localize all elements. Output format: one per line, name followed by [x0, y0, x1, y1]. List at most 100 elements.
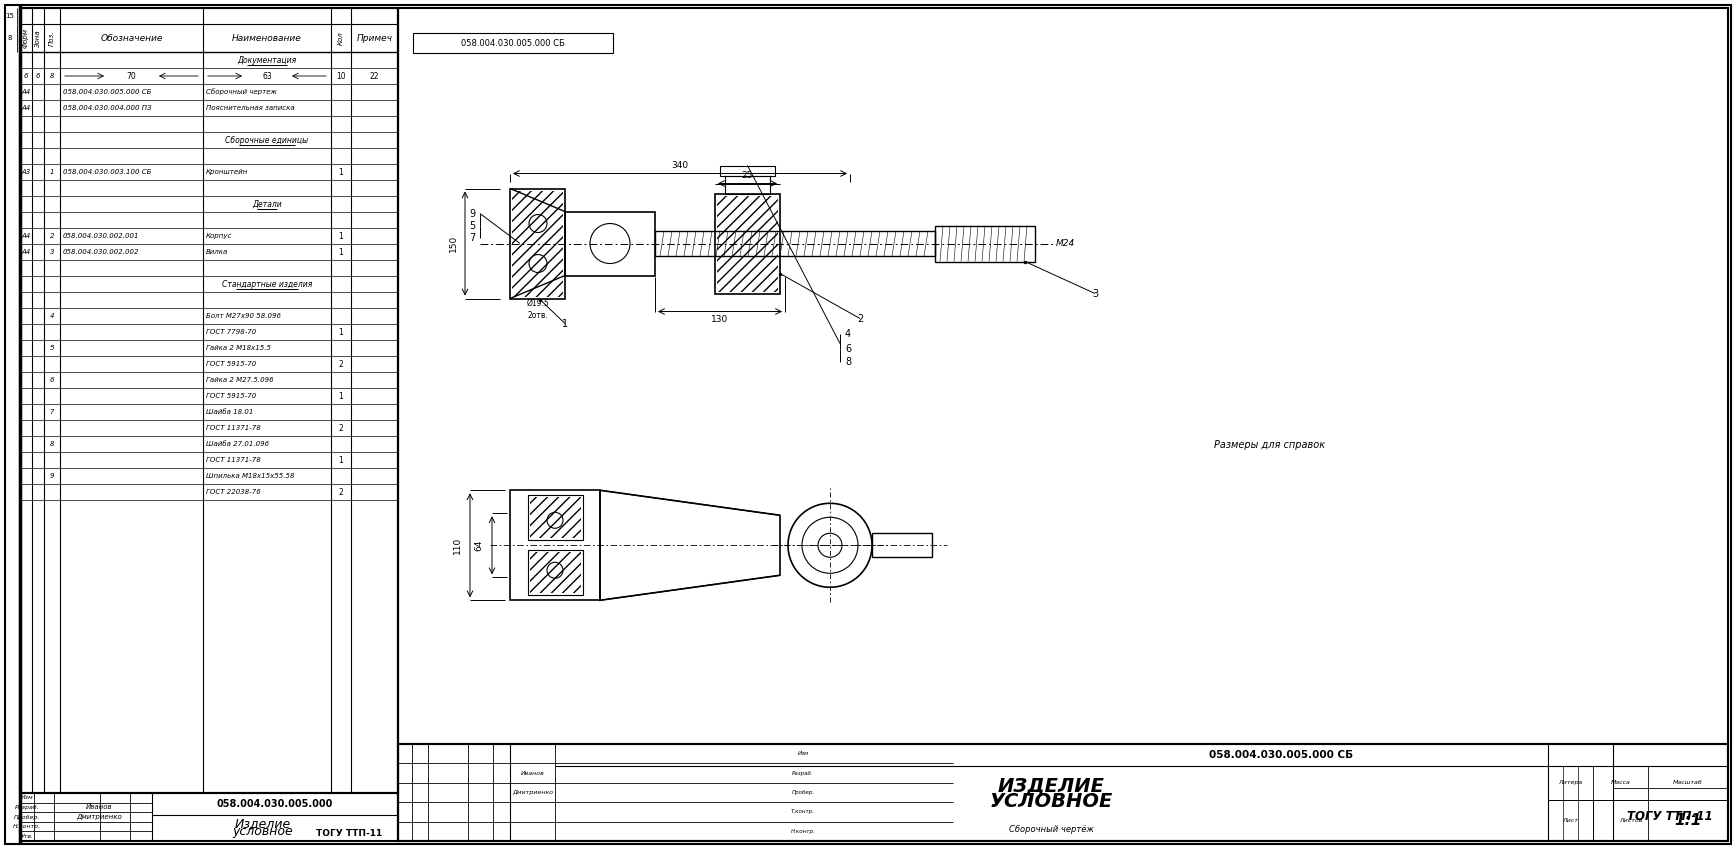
Text: Изделие: Изделие	[234, 817, 292, 829]
Text: Шпилька М18х15х55.58: Шпилька М18х15х55.58	[207, 473, 295, 479]
Text: Листов: Листов	[1618, 818, 1642, 823]
Text: 6: 6	[24, 73, 28, 79]
Bar	[398, 744, 1727, 841]
Text: 2: 2	[50, 233, 54, 239]
Text: Кронштейн: Кронштейн	[207, 169, 248, 175]
Text: 1: 1	[339, 328, 344, 336]
Text: 058.004.030.005.000 СБ: 058.004.030.005.000 СБ	[462, 38, 564, 48]
Text: Сборочный чертеж: Сборочный чертеж	[207, 88, 276, 95]
Text: Наименование: Наименование	[233, 33, 302, 42]
Text: 9: 9	[469, 209, 476, 218]
Text: 1:1: 1:1	[1674, 812, 1701, 828]
Text: А4: А4	[21, 233, 31, 239]
Text: Документация: Документация	[238, 55, 297, 65]
Text: 1: 1	[339, 232, 344, 240]
Text: Иванов: Иванов	[521, 771, 545, 776]
Text: 5: 5	[50, 345, 54, 351]
Text: 22: 22	[370, 71, 378, 81]
Text: Примеч: Примеч	[356, 33, 392, 42]
Text: 2: 2	[339, 424, 344, 432]
Bar	[715, 194, 779, 294]
Text: 2отв.: 2отв.	[528, 311, 549, 320]
Text: 3: 3	[50, 249, 54, 255]
Text: Вилка: Вилка	[207, 249, 227, 255]
Text: 130: 130	[712, 315, 729, 324]
Text: 150: 150	[448, 235, 458, 252]
Text: ТОГУ ТТП-11: ТОГУ ТТП-11	[316, 829, 382, 838]
Text: Детали: Детали	[252, 200, 281, 209]
Text: 1: 1	[50, 169, 54, 175]
Text: 058.004.030.005.000 СБ: 058.004.030.005.000 СБ	[1210, 750, 1354, 760]
Text: Обозначение: Обозначение	[101, 33, 163, 42]
Text: Шайба 27.01.096: Шайба 27.01.096	[207, 441, 269, 447]
Text: Разраб.: Разраб.	[792, 771, 814, 776]
Text: 058.004.030.005.000: 058.004.030.005.000	[217, 799, 333, 809]
Text: Сборочный чертёж: Сборочный чертёж	[1009, 824, 1094, 834]
Bar	[720, 166, 774, 176]
Text: 058.004.030.004.000 ПЗ: 058.004.030.004.000 ПЗ	[62, 105, 151, 111]
Bar	[510, 490, 601, 600]
Text: А4: А4	[21, 105, 31, 111]
Bar	[654, 231, 936, 256]
Text: ИЗДЕЛИЕ: ИЗДЕЛИЕ	[998, 776, 1106, 795]
Text: 340: 340	[672, 161, 689, 170]
Text: 8: 8	[845, 357, 851, 367]
Text: Корпус: Корпус	[207, 233, 233, 239]
Text: Стандартные изделия: Стандартные изделия	[222, 279, 312, 289]
Text: Изм: Изм	[21, 796, 33, 801]
Text: 10: 10	[337, 71, 345, 81]
Text: Сборочные единицы: Сборочные единицы	[226, 136, 309, 144]
Text: ГОСТ 22038-76: ГОСТ 22038-76	[207, 489, 260, 495]
Text: ГОСТ 11371-78: ГОСТ 11371-78	[207, 425, 260, 431]
Bar	[564, 211, 654, 276]
Text: Шайба 18.01: Шайба 18.01	[207, 409, 253, 415]
Text: 2: 2	[339, 487, 344, 497]
Text: Лист: Лист	[1562, 818, 1578, 823]
Text: 110: 110	[453, 537, 462, 554]
Text: Н.контр.: Н.контр.	[790, 829, 816, 834]
Text: Масштаб: Масштаб	[1674, 780, 1703, 785]
Text: Дмитриенко: Дмитриенко	[76, 814, 122, 820]
Text: 2: 2	[858, 313, 863, 323]
Text: А4: А4	[21, 89, 31, 95]
Bar	[528, 495, 583, 540]
Bar	[717, 195, 778, 291]
Text: 8: 8	[50, 73, 54, 79]
Text: А4: А4	[21, 249, 31, 255]
Text: 1: 1	[339, 456, 344, 464]
Text: 058.004.030.002.001: 058.004.030.002.001	[62, 233, 139, 239]
Text: 4: 4	[845, 329, 851, 339]
Text: Масса: Масса	[1611, 780, 1630, 785]
Text: 6: 6	[36, 73, 40, 79]
Text: УСЛОВНОЕ: УСЛОВНОЕ	[990, 792, 1113, 811]
Text: 6: 6	[50, 377, 54, 383]
Text: 9: 9	[50, 473, 54, 479]
Text: 70: 70	[127, 71, 137, 81]
Text: 1: 1	[562, 318, 568, 329]
Bar	[529, 498, 580, 538]
Text: 058.004.030.003.100 СБ: 058.004.030.003.100 СБ	[62, 169, 151, 175]
Text: ГОСТ 7798-70: ГОСТ 7798-70	[207, 329, 257, 335]
Bar	[726, 176, 771, 194]
Text: 6: 6	[845, 344, 851, 353]
Bar	[21, 793, 398, 841]
Text: Поз.: Поз.	[49, 31, 56, 46]
Text: Литера: Литера	[1559, 780, 1583, 785]
Text: Форм: Форм	[23, 28, 30, 48]
Text: Иванов: Иванов	[85, 804, 113, 811]
Text: Гайка 2 М27.5.096: Гайка 2 М27.5.096	[207, 377, 274, 383]
Text: 1: 1	[339, 248, 344, 256]
Bar	[529, 553, 580, 593]
Text: Зона: Зона	[35, 29, 42, 47]
Text: 5: 5	[469, 221, 476, 231]
Text: Кол: Кол	[339, 31, 344, 45]
Bar	[512, 190, 562, 296]
Bar	[398, 8, 1727, 841]
Text: 3: 3	[1092, 289, 1099, 299]
Bar	[21, 8, 398, 793]
Text: ТОГУ ТТП-11: ТОГУ ТТП-11	[1627, 810, 1713, 824]
Text: 7: 7	[469, 233, 476, 243]
Text: Разраб.: Разраб.	[14, 805, 40, 810]
Text: 63: 63	[262, 71, 273, 81]
Bar	[528, 550, 583, 595]
